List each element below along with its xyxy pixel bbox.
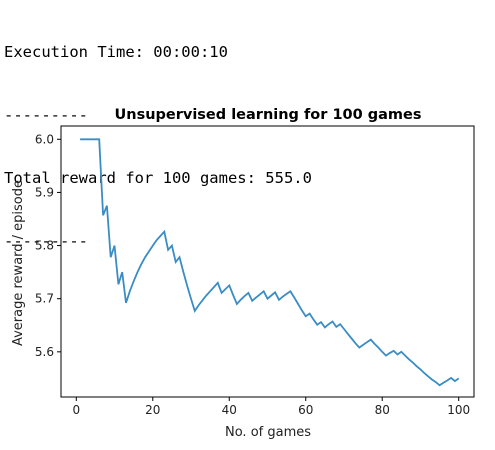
line-chart: Unsupervised learning for 100 games 0 20 4… <box>0 90 495 450</box>
y-tick-label: 5.7 <box>35 292 54 306</box>
y-tick-label: 5.8 <box>35 239 54 253</box>
axes-frame <box>61 126 474 397</box>
x-tick-label: 40 <box>222 403 237 417</box>
x-tick-label: 80 <box>375 403 390 417</box>
plot-border <box>61 126 474 397</box>
x-axis-label: No. of games <box>225 425 311 440</box>
chart-title: Unsupervised learning for 100 games <box>114 107 421 123</box>
y-tick-label: 6.0 <box>35 132 54 146</box>
y-tick-label: 5.9 <box>35 185 54 199</box>
execution-time-line: Execution Time: 00:00:10 <box>4 42 312 63</box>
x-axis-ticks: 0 20 40 60 80 100 <box>72 397 470 417</box>
x-tick-label: 0 <box>72 403 80 417</box>
y-axis-ticks: 5.6 5.7 5.8 5.9 6.0 <box>35 132 61 359</box>
y-tick-label: 5.6 <box>35 345 54 359</box>
x-tick-label: 20 <box>145 403 160 417</box>
x-tick-label: 60 <box>298 403 313 417</box>
series-line <box>80 139 459 385</box>
x-tick-label: 100 <box>447 403 470 417</box>
y-axis-label: Average reward / episode <box>11 180 26 346</box>
